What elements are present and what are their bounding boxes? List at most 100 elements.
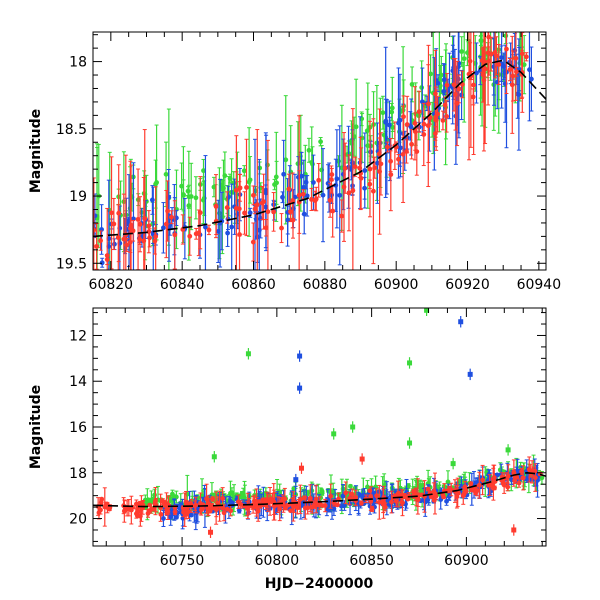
data-point (368, 494, 374, 499)
data-point (200, 197, 206, 203)
data-point (154, 180, 159, 185)
data-point (334, 176, 340, 182)
data-point (311, 180, 316, 185)
data-point (152, 492, 157, 498)
data-point (179, 183, 184, 189)
data-point (250, 239, 256, 245)
top-frame (92, 31, 547, 271)
data-point (259, 200, 265, 206)
data-point (357, 165, 363, 171)
data-point (301, 184, 307, 190)
data-point (380, 501, 386, 507)
data-point (236, 499, 241, 505)
data-point (433, 117, 439, 123)
data-point (529, 76, 534, 82)
data-point (412, 120, 418, 126)
data-point (220, 496, 226, 501)
data-point (104, 253, 110, 258)
data-point (352, 164, 358, 170)
data-point (388, 172, 394, 178)
data-point (172, 232, 178, 238)
data-point (519, 70, 525, 75)
data-point (296, 192, 302, 198)
data-point (477, 68, 483, 73)
data-point (213, 505, 219, 511)
data-point (124, 242, 130, 248)
data-point (142, 216, 148, 221)
data-point (433, 493, 439, 499)
data-point (440, 118, 446, 123)
data-point (201, 168, 206, 174)
data-point (414, 149, 420, 155)
data-point (400, 151, 406, 157)
data-point (203, 224, 208, 230)
data-point (444, 114, 449, 119)
data-point (513, 55, 519, 61)
data-point (316, 177, 322, 183)
data-point (416, 109, 422, 115)
data-point (161, 516, 166, 521)
data-point (297, 496, 303, 502)
data-point (426, 101, 431, 107)
data-point (121, 236, 127, 242)
x-tick-label: 60920 (445, 277, 490, 293)
data-point (307, 495, 313, 501)
data-point (244, 505, 250, 511)
x-tick-label: 60860 (231, 277, 276, 293)
data-point (419, 483, 425, 489)
data-point (128, 222, 134, 228)
data-point (185, 509, 191, 515)
data-point (225, 230, 231, 236)
data-point (181, 192, 186, 198)
data-point (325, 180, 331, 186)
data-point (236, 508, 242, 513)
data-point (112, 241, 117, 247)
x-tick-label: 60940 (517, 277, 562, 293)
data-point (185, 188, 191, 194)
data-point (169, 214, 174, 220)
data-point (451, 82, 457, 88)
data-point (467, 58, 473, 64)
data-point (244, 185, 249, 190)
data-point (263, 225, 269, 231)
top-panel: 60820 60840 60860 60880 60900 60920 60940 18 18.… (28, 31, 562, 293)
data-point (328, 493, 334, 499)
data-point (277, 506, 283, 512)
data-point (359, 500, 364, 506)
data-point (482, 59, 488, 65)
data-point (421, 132, 427, 137)
data-point (137, 221, 143, 227)
data-point (300, 191, 306, 197)
data-point (409, 141, 415, 147)
data-point (329, 172, 335, 177)
data-point (368, 149, 374, 155)
data-point (446, 493, 452, 499)
data-point (303, 179, 309, 185)
data-point (456, 60, 462, 66)
data-point (193, 502, 199, 508)
data-point (350, 188, 356, 193)
data-point (211, 184, 217, 190)
data-point (516, 480, 522, 486)
x-tick-label: 60900 (374, 277, 419, 293)
data-point (94, 244, 100, 249)
data-point (239, 494, 245, 500)
data-point (280, 194, 285, 200)
y-tick-label: 19.5 (56, 256, 87, 272)
top-y-axis-label: Magnitude (28, 109, 44, 193)
data-point (162, 503, 168, 508)
data-point (128, 507, 134, 513)
data-point (251, 192, 256, 198)
data-point (215, 228, 221, 234)
data-point (539, 475, 545, 481)
data-point (170, 491, 175, 497)
data-point (374, 493, 380, 499)
data-point (512, 478, 518, 484)
data-point (365, 143, 371, 149)
data-point (99, 260, 105, 266)
data-point (428, 71, 433, 77)
data-point (253, 216, 259, 222)
y-tick-label: 18.5 (56, 122, 87, 138)
data-point (510, 73, 516, 79)
